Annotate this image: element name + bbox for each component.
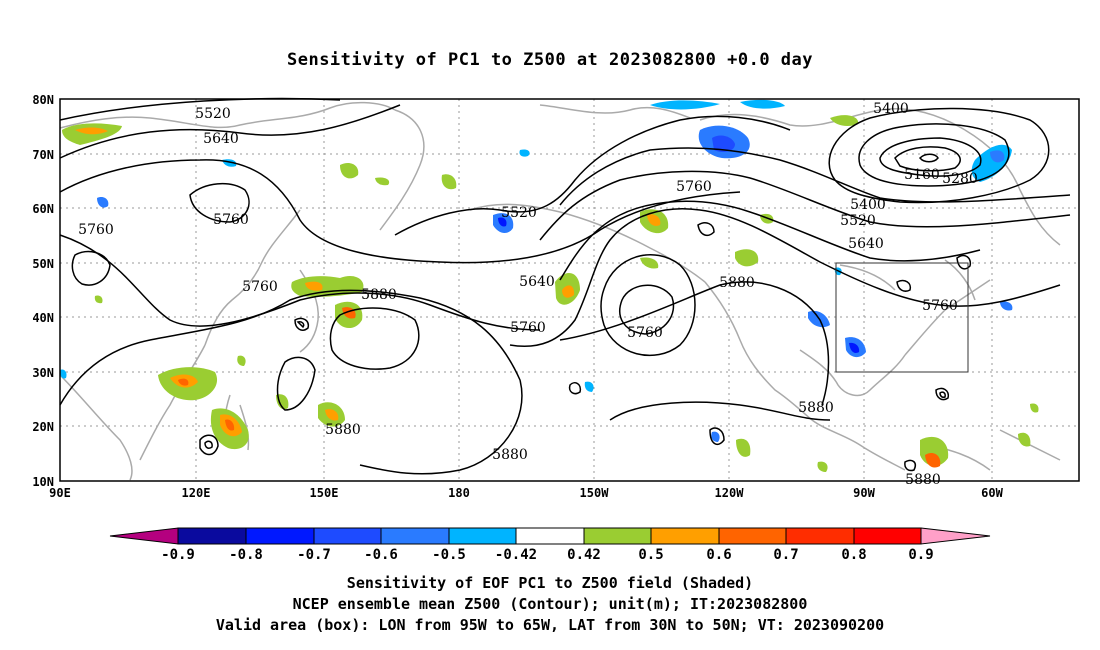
lat-tick-label: 20N <box>32 420 54 434</box>
contour-label: 5520 <box>501 205 537 221</box>
colorbar: -0.9 -0.8 -0.7 -0.6 -0.5 -0.42 0.42 0.5 … <box>109 527 991 563</box>
lon-tick-label: 120W <box>715 486 745 500</box>
colorbar-label: 0.6 <box>706 547 731 563</box>
lat-tick-label: 70N <box>32 148 54 162</box>
colorbar-label: 0.8 <box>841 547 866 563</box>
colorbar-label: 0.42 <box>567 547 601 563</box>
colorbar-label: -0.9 <box>161 547 195 563</box>
colorbar-segment <box>177 527 247 545</box>
plot-title: Sensitivity of PC1 to Z500 at 2023082800… <box>286 50 813 70</box>
contour-label: 5880 <box>361 287 397 303</box>
caption-line-valid-area: Valid area (box): LON from 95W to 65W, L… <box>215 616 885 634</box>
lon-tick-label: 150E <box>310 486 339 500</box>
contour-label: 5880 <box>492 447 528 463</box>
colorbar-segment <box>380 527 450 545</box>
contour-label: 5880 <box>325 422 361 438</box>
lat-tick-label: 50N <box>32 257 54 271</box>
coastlines <box>59 101 1061 481</box>
lat-axis: 80N 70N 60N 50N 40N 30N 20N 10N <box>32 93 54 489</box>
colorbar-segment <box>718 527 787 545</box>
lon-tick-label: 150W <box>580 486 610 500</box>
colorbar-label: -0.42 <box>495 547 537 563</box>
caption: Sensitivity of EOF PC1 to Z500 field (Sh… <box>0 573 1100 636</box>
colorbar-segment <box>313 527 382 545</box>
colorbar-segment <box>515 527 585 545</box>
colorbar-segment <box>650 527 720 545</box>
colorbar-label: 0.7 <box>773 547 798 563</box>
contour-label: 5520 <box>195 106 231 122</box>
contour-label: 5760 <box>676 179 712 195</box>
contour-label: 5160 <box>904 167 940 183</box>
colorbar-segment <box>245 527 315 545</box>
colorbar-label: 0.9 <box>908 547 933 563</box>
shaded-sensitivity <box>60 99 1039 472</box>
colorbar-segment <box>785 527 855 545</box>
lat-tick-label: 30N <box>32 366 54 380</box>
lat-tick-label: 40N <box>32 311 54 325</box>
colorbar-label: -0.6 <box>364 547 398 563</box>
contour-label: 5640 <box>519 274 555 290</box>
z500-contours <box>59 97 1071 475</box>
contour-labels: 5520 5640 5760 5760 5760 5880 5880 5880 … <box>78 101 978 488</box>
lat-tick-label: 10N <box>32 475 54 489</box>
colorbar-label: -0.5 <box>432 547 466 563</box>
contour-label: 5760 <box>510 320 546 336</box>
colorbar-segment <box>448 527 517 545</box>
lon-axis: 90E 120E 150E 180 150W 120W 90W 60W <box>49 486 1003 500</box>
contour-label: 5760 <box>627 325 663 341</box>
contour-label: 5280 <box>942 171 978 187</box>
caption-line-contour: NCEP ensemble mean Z500 (Contour); unit(… <box>292 595 808 613</box>
lon-tick-label: 90W <box>853 486 875 500</box>
lon-tick-label: 120E <box>182 486 211 500</box>
contour-label: 5760 <box>78 222 114 238</box>
contour-label: 5880 <box>905 472 941 488</box>
colorbar-right-triangle <box>920 527 991 545</box>
contour-label: 5400 <box>873 101 909 117</box>
contour-label: 5760 <box>213 212 249 228</box>
contour-label: 5760 <box>242 279 278 295</box>
caption-line-shaded: Sensitivity of EOF PC1 to Z500 field (Sh… <box>346 574 754 592</box>
contour-label: 5880 <box>719 275 755 291</box>
lon-tick-label: 90E <box>49 486 71 500</box>
colorbar-label: 0.5 <box>638 547 663 563</box>
lat-tick-label: 80N <box>32 93 54 107</box>
contour-label: 5880 <box>798 400 834 416</box>
contour-label: 5760 <box>922 298 958 314</box>
contour-label: 5640 <box>848 236 884 252</box>
colorbar-label: -0.8 <box>229 547 263 563</box>
colorbar-segment <box>583 527 652 545</box>
lon-tick-label: 180 <box>448 486 470 500</box>
contour-label: 5640 <box>203 131 239 147</box>
valid-area-box <box>835 262 969 373</box>
lon-tick-label: 60W <box>981 486 1003 500</box>
colorbar-left-triangle <box>109 527 179 545</box>
plot-frame <box>59 98 1080 482</box>
contour-label: 5520 <box>840 213 876 229</box>
colorbar-label: -0.7 <box>297 547 331 563</box>
contour-label: 5400 <box>850 197 886 213</box>
colorbar-segment <box>853 527 922 545</box>
lat-tick-label: 60N <box>32 202 54 216</box>
